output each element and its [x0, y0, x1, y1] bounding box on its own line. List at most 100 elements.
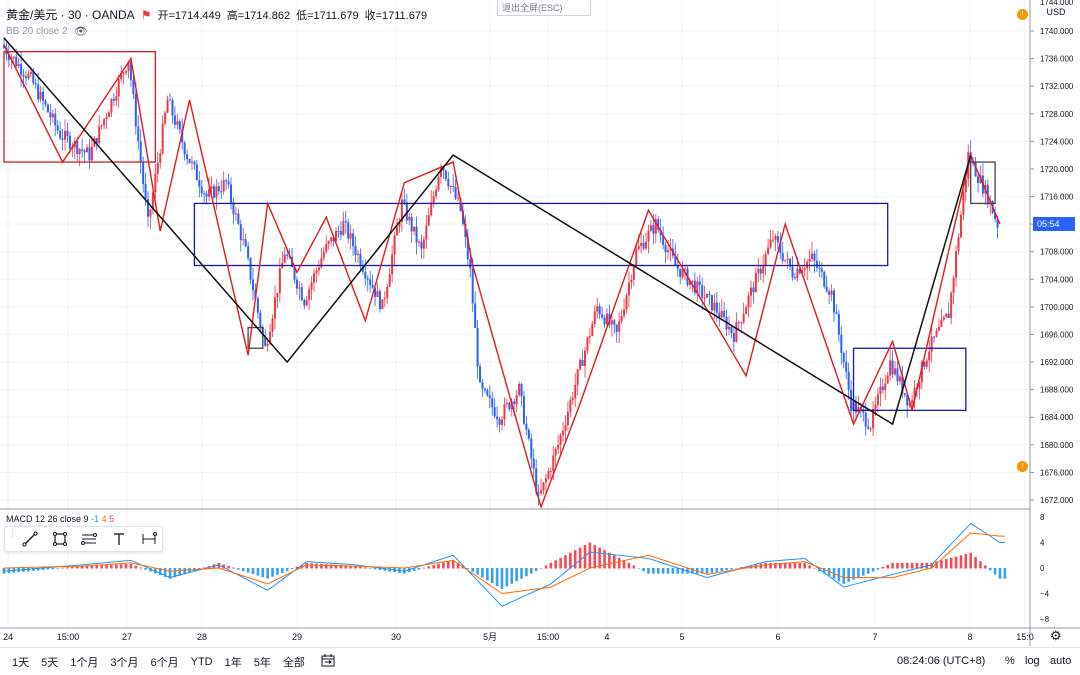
candle-body — [442, 167, 445, 171]
macd-histogram-bar — [642, 568, 645, 572]
bb-label[interactable]: BB 20 close 2 — [6, 26, 68, 37]
eye-icon[interactable]: 👁 — [73, 26, 88, 38]
black-zigzag-line — [3, 37, 972, 426]
clock[interactable]: 08:24:06 (UTC+8) — [897, 655, 986, 667]
candle-body — [310, 282, 313, 290]
candle-body — [46, 104, 49, 113]
candle-body — [942, 317, 945, 320]
candle-body — [586, 337, 589, 351]
auto-toggle[interactable]: auto — [1050, 655, 1072, 667]
tf-5y[interactable]: 5年 — [253, 656, 271, 669]
macd-histogram-bar — [437, 563, 440, 569]
candle-body — [486, 390, 489, 396]
candle-body — [481, 382, 484, 389]
candle-body — [427, 215, 430, 226]
candle-body — [667, 250, 669, 253]
tf-1y[interactable]: 1年 — [224, 656, 242, 669]
macd-histogram-bar — [598, 547, 601, 569]
log-toggle[interactable]: log — [1025, 655, 1040, 667]
candle-body — [737, 322, 740, 324]
candle-body — [17, 63, 20, 67]
macd-histogram-bar — [949, 557, 953, 569]
macd-histogram-bar — [417, 568, 421, 570]
candle-body — [354, 246, 357, 255]
macd-histogram-bar — [85, 565, 89, 569]
candle-body — [698, 281, 701, 286]
time-label: 8 — [967, 632, 972, 642]
candle-body — [620, 316, 623, 322]
tf-ytd[interactable]: YTD — [190, 655, 213, 668]
candle-body — [847, 371, 850, 390]
percent-toggle[interactable]: % — [1005, 655, 1015, 667]
tf-all[interactable]: 全部 — [282, 656, 305, 669]
candle-body — [469, 259, 472, 269]
macd-histogram-bar — [500, 568, 504, 589]
candle-body — [376, 290, 379, 297]
candle-body — [684, 268, 687, 270]
candle-body — [789, 258, 792, 267]
exit-fullscreen-button[interactable]: 退出全屏(ESC) — [497, 0, 591, 16]
fib-icon[interactable] — [77, 528, 103, 550]
candle-body — [22, 74, 25, 77]
candle-body — [476, 327, 479, 367]
candle-body — [493, 407, 496, 417]
open-value: 开=1714.449 — [157, 9, 221, 22]
macd-histogram-bar — [241, 568, 245, 572]
settings-gear-icon[interactable]: ⚙ — [1050, 628, 1062, 643]
rectangle-icon[interactable] — [47, 528, 73, 550]
candle-body — [320, 258, 323, 268]
macd-histogram-bar — [114, 564, 118, 569]
tf-1d[interactable]: 1天 — [12, 656, 30, 669]
macd-histogram-bar — [798, 562, 802, 569]
tf-3m[interactable]: 3个月 — [110, 656, 139, 669]
macd-histogram-bar — [149, 568, 152, 572]
macd-histogram-bar — [652, 568, 655, 574]
alert-icon[interactable]: ! — [1017, 9, 1028, 20]
candle-body — [833, 290, 835, 313]
drawing-toolbar: ⋮ — [4, 526, 163, 552]
candle-body — [325, 244, 328, 252]
candle-body — [720, 310, 723, 318]
macd-histogram-bar — [466, 568, 470, 569]
text-icon[interactable] — [106, 528, 132, 550]
macd-histogram-bar — [930, 562, 933, 569]
candle-body — [552, 455, 555, 471]
drag-handle[interactable]: ⋮ — [8, 528, 17, 538]
tf-1m[interactable]: 1个月 — [70, 656, 99, 669]
candle-body — [947, 313, 950, 318]
price-label: 1708.000 — [1040, 248, 1074, 257]
symbol-name[interactable]: 黄金/美元 · 30 · OANDA — [6, 8, 135, 22]
candle-body — [876, 394, 879, 405]
candle-body — [173, 115, 176, 125]
event-icon[interactable]: ! — [1017, 461, 1028, 472]
tf-6m[interactable]: 6个月 — [150, 656, 179, 669]
currency-label[interactable]: USD — [1046, 7, 1066, 17]
candle-body — [771, 239, 774, 241]
candle-body — [205, 193, 208, 197]
trend-line-icon[interactable] — [17, 528, 43, 550]
macd-histogram-bar — [578, 547, 582, 569]
macd-histogram-bar — [227, 565, 230, 569]
candle-body — [129, 61, 132, 81]
macd-histogram-bar — [730, 568, 733, 570]
macd-histogram-bar — [451, 559, 455, 569]
candle-body — [127, 61, 130, 71]
macd-label[interactable]: MACD 12 26 close 9 — [6, 514, 89, 524]
macd-histogram-bar — [984, 565, 987, 569]
candle-body — [12, 56, 15, 58]
candle-body — [122, 72, 125, 74]
candle-body — [640, 242, 643, 247]
candle-body — [801, 270, 804, 274]
tf-5d[interactable]: 5天 — [41, 656, 59, 669]
candle-body — [627, 282, 630, 296]
macd-histogram-bar — [75, 566, 79, 569]
time-label: 4 — [604, 632, 609, 642]
macd-histogram-bar — [432, 565, 435, 569]
flag-icon[interactable]: ⚑ — [140, 7, 152, 22]
measure-icon[interactable] — [136, 528, 162, 550]
candle-body — [410, 217, 413, 232]
goto-date-icon[interactable] — [321, 653, 335, 670]
macd-histogram-bar — [896, 562, 899, 569]
